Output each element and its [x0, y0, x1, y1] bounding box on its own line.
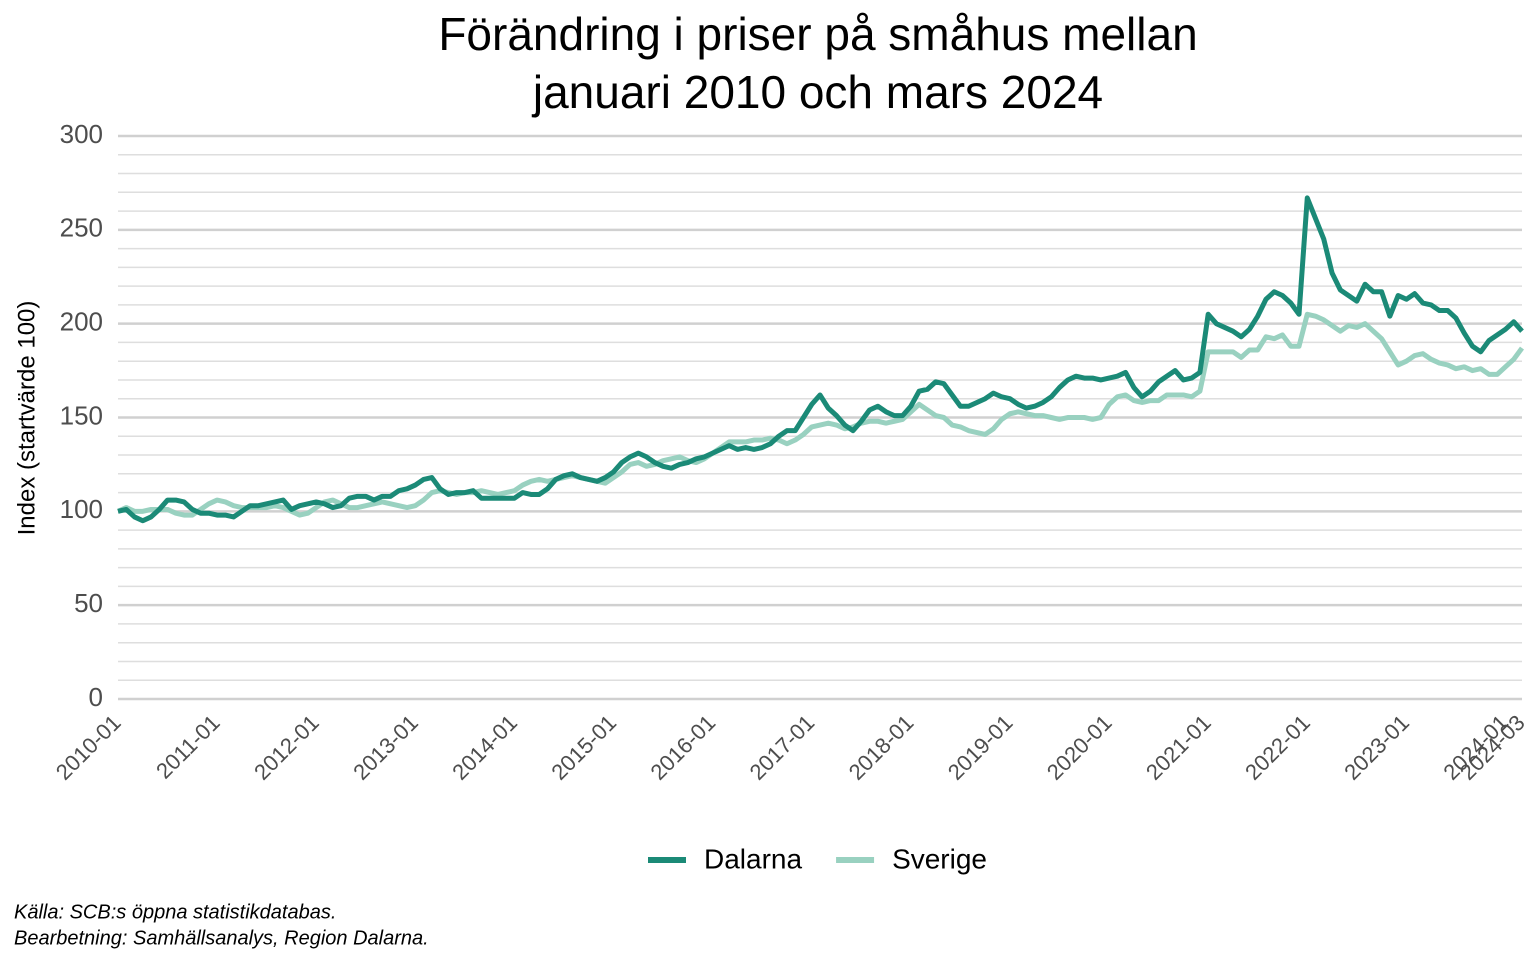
- x-tick-label: 2018-01: [844, 710, 919, 785]
- chart-title: januari 2010 och mars 2024: [531, 66, 1103, 118]
- caption: Bearbetning: Samhällsanalys, Region Dala…: [14, 927, 429, 949]
- y-tick-label: 50: [74, 588, 103, 618]
- caption: Källa: SCB:s öppna statistikdatabas.: [14, 901, 336, 923]
- y-tick-label: 100: [60, 494, 103, 524]
- legend-label: Sverige: [892, 843, 987, 874]
- y-tick-label: 200: [60, 307, 103, 337]
- x-tick-label: 2017-01: [745, 710, 820, 785]
- series-line: [117, 195, 1524, 524]
- x-tick-label: 2014-01: [447, 710, 522, 785]
- x-tick-label: 2016-01: [646, 710, 721, 785]
- x-tick-label: 2015-01: [546, 710, 621, 785]
- legend-label: Dalarna: [704, 843, 802, 874]
- x-tick-label: 2022-01: [1240, 710, 1315, 785]
- x-tick-label: 2019-01: [943, 710, 1018, 785]
- x-tick-label: 2021-01: [1141, 710, 1216, 785]
- chart-title: Förändring i priser på småhus mellan: [438, 8, 1197, 60]
- series-line: [116, 311, 1525, 518]
- x-tick-label: 2013-01: [348, 710, 423, 785]
- y-tick-label: 150: [60, 400, 103, 430]
- y-tick-label: 300: [60, 119, 103, 149]
- x-tick-label: 2023-01: [1339, 710, 1414, 785]
- y-axis-label: Index (startvärde 100): [13, 301, 40, 536]
- x-tick-label: 2020-01: [1042, 710, 1117, 785]
- x-tick-label: 2012-01: [249, 710, 324, 785]
- y-tick-label: 250: [60, 213, 103, 243]
- x-tick-label: 2010-01: [51, 710, 126, 785]
- y-tick-label: 0: [89, 682, 103, 712]
- x-tick-label: 2011-01: [151, 710, 225, 784]
